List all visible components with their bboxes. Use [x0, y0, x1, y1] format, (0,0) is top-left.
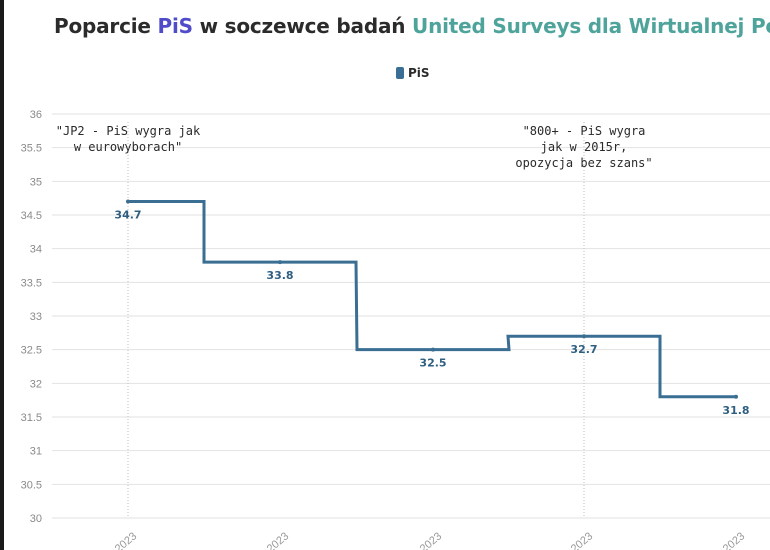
data-point	[734, 394, 738, 399]
y-tick-label: 31.5	[21, 412, 42, 424]
annotation-text: jak w 2015r,	[541, 140, 628, 154]
data-point	[278, 260, 282, 265]
y-tick-label: 36	[30, 109, 42, 121]
title-party-name: PiS	[157, 14, 194, 38]
y-tick-label: 31	[30, 446, 42, 458]
y-tick-label: 32	[30, 378, 42, 390]
data-point	[126, 199, 130, 204]
annotation-text: opozycja bez szans"	[515, 156, 652, 170]
x-tick-label: 2023	[569, 530, 595, 550]
title-part-1: Poparcie	[54, 14, 158, 38]
y-tick-label: 30	[30, 513, 42, 525]
y-tick-label: 34	[30, 244, 42, 256]
annotation-text: "800+ - PiS wygra	[523, 124, 646, 138]
y-tick-label: 35.5	[21, 143, 42, 155]
data-label: 31.8	[722, 404, 749, 417]
y-tick-label: 33	[30, 311, 42, 323]
data-label: 34.7	[114, 209, 141, 222]
data-label: 32.7	[570, 343, 597, 356]
title-part-3: w soczewce badań	[192, 14, 413, 38]
annotation-text: w eurowyborach"	[74, 140, 182, 154]
y-tick-label: 33.5	[21, 277, 42, 289]
y-tick-label: 34.5	[21, 210, 42, 222]
annotation-text: "JP2 - PiS wygra jak	[56, 124, 201, 138]
window-left-edge	[0, 0, 4, 550]
title-pollster-name: United Surveys dla Wirtualnej Pols	[412, 14, 770, 38]
y-tick-label: 32.5	[21, 345, 42, 357]
legend-swatch	[396, 67, 404, 79]
data-label: 33.8	[266, 269, 293, 282]
y-tick-label: 35	[30, 176, 42, 188]
data-point	[582, 334, 586, 339]
chart-title: Poparcie PiS w soczewce badań United Sur…	[54, 14, 770, 44]
data-point	[431, 347, 435, 352]
x-tick-label: 2023	[721, 530, 747, 550]
chart-legend[interactable]: PiS	[396, 65, 430, 81]
x-tick-label: 2023	[113, 530, 139, 550]
legend-label: PiS	[408, 66, 430, 80]
data-label: 32.5	[419, 357, 446, 370]
x-tick-label: 2023	[418, 530, 444, 550]
x-tick-label: 2023	[265, 530, 291, 550]
y-tick-label: 30.5	[21, 479, 42, 491]
